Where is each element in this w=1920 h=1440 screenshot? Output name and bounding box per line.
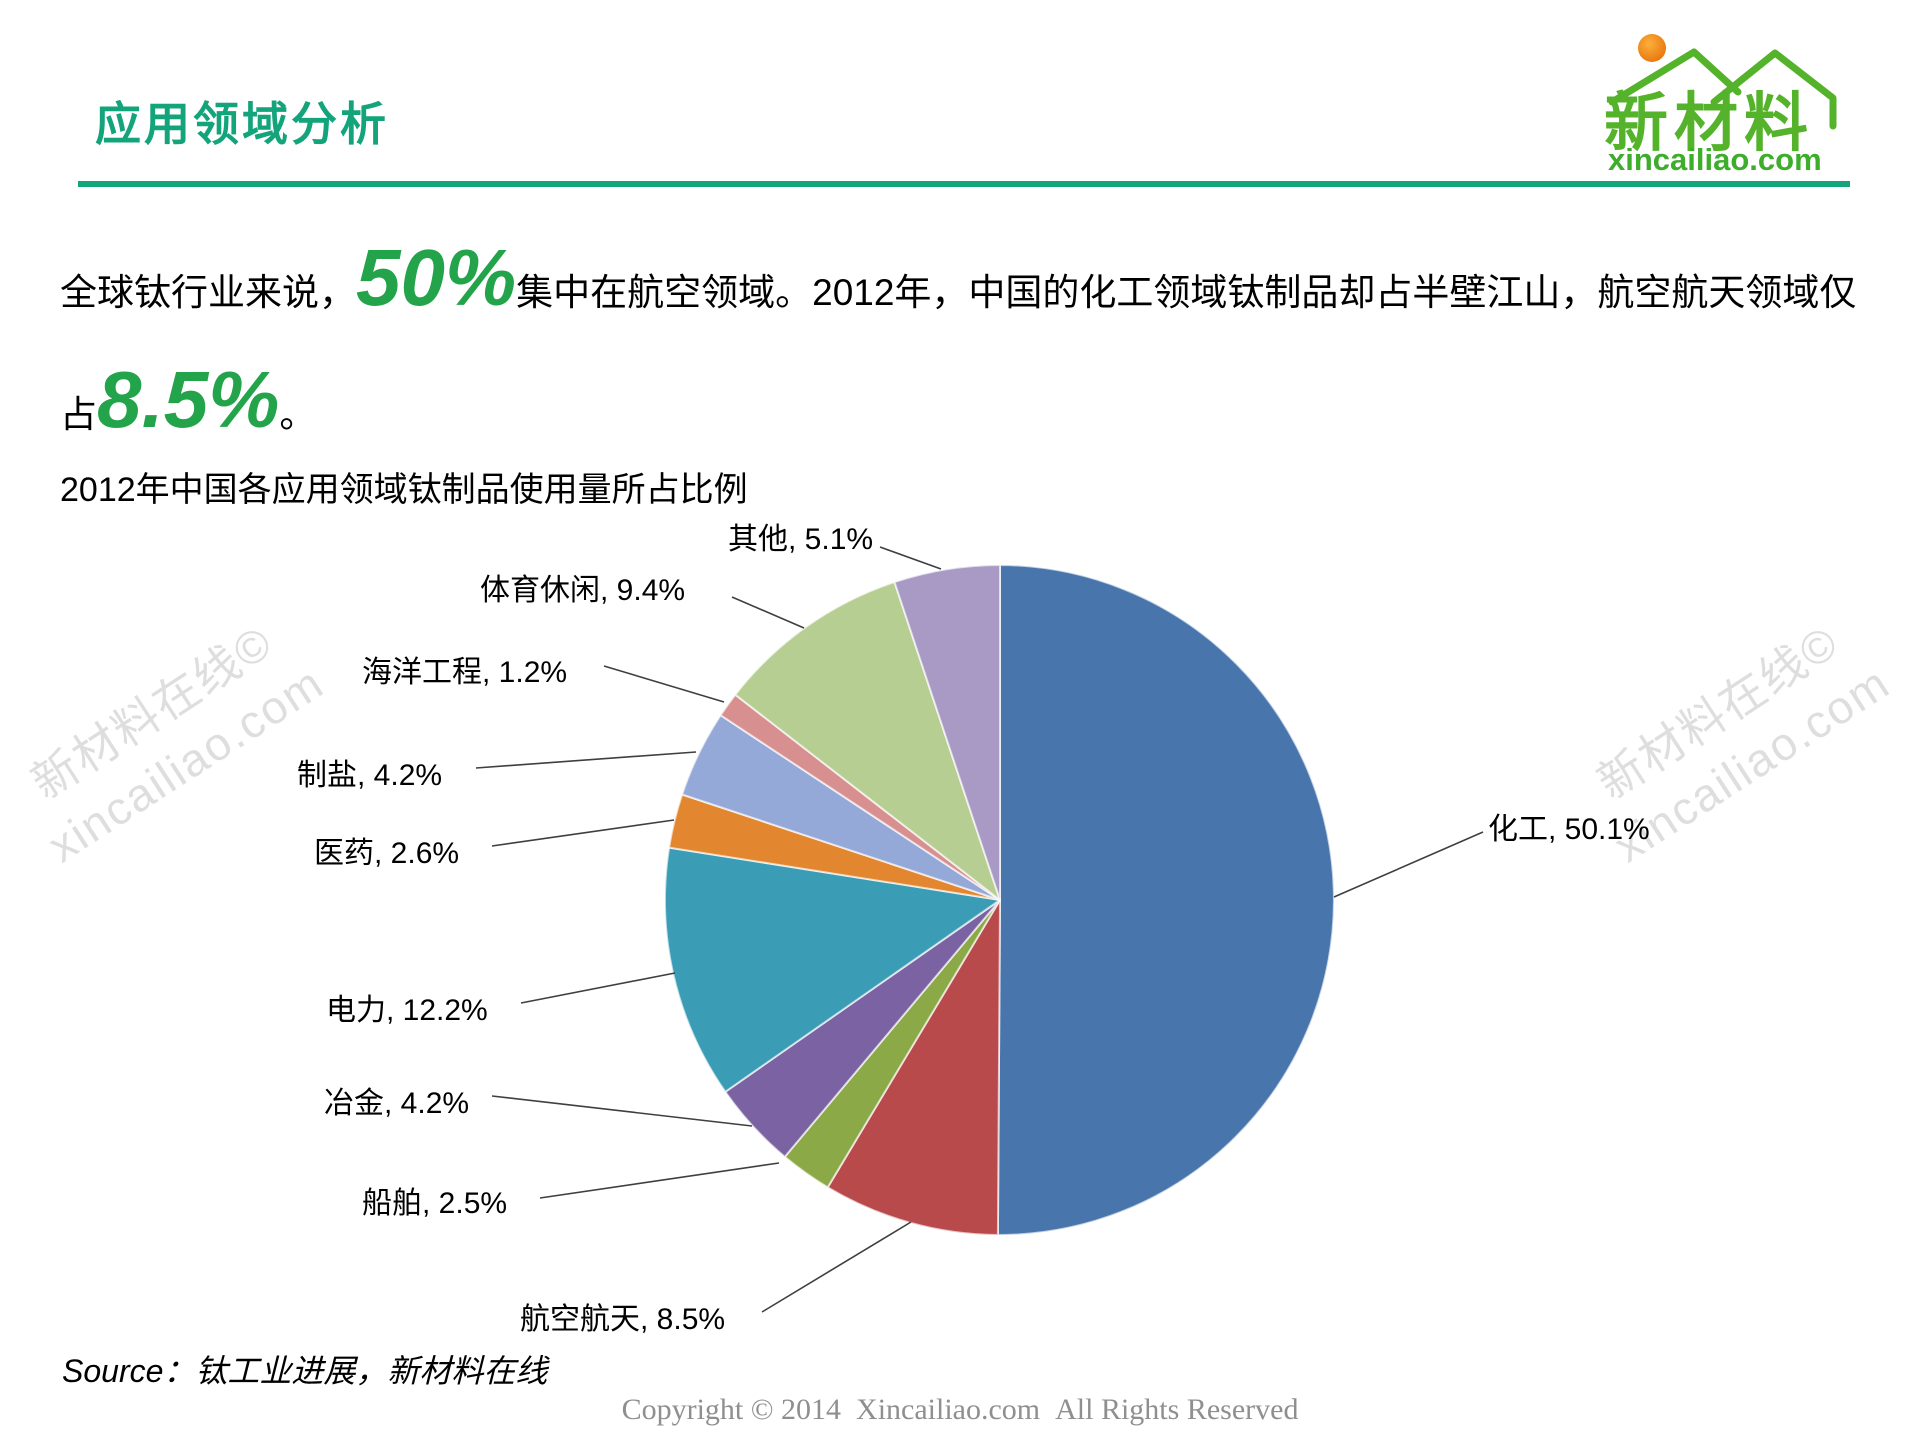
intro-line-1: 全球钛行业来说，50%集中在航空领域。2012年，中国的化工领域钛制品却占半壁江…	[60, 230, 1856, 341]
chart-title: 2012年中国各应用领域钛制品使用量所占比例	[60, 471, 748, 509]
intro-text: 集中在航空领域。2012年，中国的化工领域钛制品却占半壁江山，航空航天领域仅	[516, 272, 1857, 313]
pie-label-5: 医药, 2.6%	[314, 837, 460, 870]
pie-leader-line-9	[879, 546, 942, 570]
intro-line-2: 占8.5%。	[60, 352, 316, 463]
pie-leader-line-3	[491, 1095, 753, 1127]
pie-slice-8	[734, 581, 1001, 901]
logo-roof-icon	[1608, 34, 1837, 130]
pie-label-6: 制盐, 4.2%	[297, 759, 443, 792]
title-divider	[78, 181, 1850, 187]
pie-label-4: 电力, 12.2%	[326, 994, 488, 1027]
pie-leader-line-5	[491, 819, 675, 847]
pie-leader-line-7	[603, 665, 725, 703]
pie-slice-4	[664, 846, 1001, 1093]
logo-dot-icon	[1638, 34, 1666, 62]
logo-brand-text: 新材料	[1604, 87, 1814, 159]
pie-leader-line-0	[1333, 831, 1484, 898]
pie-label-0: 化工, 50.1%	[1488, 813, 1650, 846]
page-title: 应用领域分析	[95, 98, 389, 150]
pie-leader-line-6	[475, 751, 697, 769]
pie-leader-line-4	[520, 972, 676, 1004]
intro-text: 占	[60, 394, 97, 435]
pie-label-8: 体育休闲, 9.4%	[480, 574, 686, 607]
source-note: Source：钛工业进展，新材料在线	[62, 1353, 548, 1389]
intro-text: 全球钛行业来说，	[60, 272, 356, 313]
pie-leader-line-1	[761, 1221, 912, 1313]
pie-label-3: 冶金, 4.2%	[324, 1087, 470, 1120]
pie-leader-line-8	[731, 596, 805, 629]
brand-logo: 新材料 xincailiao.com	[1596, 20, 1860, 180]
pie-slice-9	[893, 564, 1001, 901]
pie-slice-0	[996, 564, 1335, 1237]
pie-label-1: 航空航天, 8.5%	[520, 1303, 726, 1336]
pie-label-9: 其他, 5.1%	[728, 523, 874, 556]
big-percent-50: 50%	[356, 233, 517, 322]
logo-domain-text: xincailiao.com	[1608, 142, 1822, 177]
intro-text: 。	[279, 394, 317, 435]
big-percent-8-5: 8.5%	[97, 355, 280, 444]
pie-label-7: 海洋工程, 1.2%	[362, 656, 568, 689]
copyright-footer: Copyright © 2014 Xincailiao.com All Righ…	[621, 1393, 1299, 1426]
pie-label-2: 船舶, 2.5%	[362, 1187, 508, 1220]
pie-leader-line-2	[539, 1162, 780, 1199]
